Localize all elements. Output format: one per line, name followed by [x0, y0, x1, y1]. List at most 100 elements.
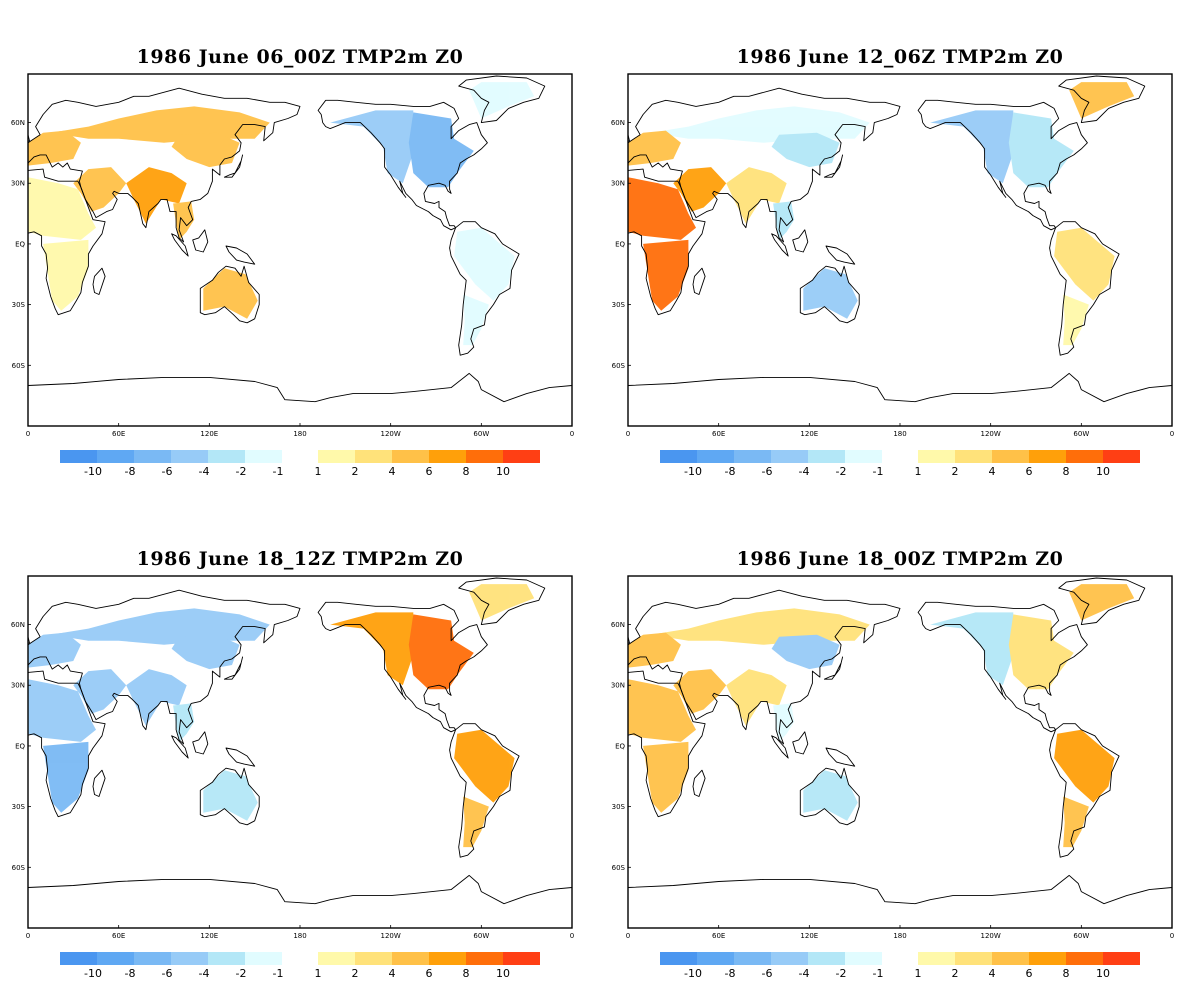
coastline-africa [28, 670, 106, 818]
panel-title: 1986 June 18_12Z TMP2m Z0 [136, 548, 464, 570]
anomaly-region-north-america-west [930, 612, 1014, 686]
anomaly-region-greenland [1069, 82, 1135, 119]
anomaly-region-greenland [469, 584, 535, 621]
colorbar-label: 1 [315, 465, 322, 478]
colorbar-swatch [1066, 450, 1103, 463]
anomaly-fill-layer [628, 82, 1135, 346]
coastline-madagascar [692, 769, 706, 797]
colorbar-swatch [318, 952, 355, 965]
panel-2: 1986 June 18_12Z TMP2m Z0 60N 30N EQ 30S 60S… [0, 502, 600, 1002]
colorbar-swatch [697, 952, 734, 965]
lat-label: 30N [611, 682, 625, 690]
colorbar-label: -8 [725, 967, 736, 980]
anomaly-region-north-america-west [330, 612, 414, 686]
colorbar-swatch [466, 450, 503, 463]
lat-label: 30S [612, 803, 626, 811]
panel-title: 1986 June 06_00Z TMP2m Z0 [136, 46, 464, 68]
colorbar-label: -10 [684, 465, 702, 478]
colorbar-label: 2 [352, 465, 359, 478]
lat-label: 60N [611, 621, 625, 629]
coastline-antarctica [28, 372, 572, 426]
lat-label: 30S [12, 301, 26, 309]
colorbar-label: -6 [162, 967, 173, 980]
colorbar-label: -10 [84, 967, 102, 980]
anomaly-region-north-america-west [930, 110, 1014, 184]
anomaly-map: 60N 30N EQ 30S 60S 0 60E 120E 180 120W 60W 0 -10 -8 -6… [11, 73, 574, 478]
coastline-australia [199, 767, 260, 826]
colorbar-swatch [97, 450, 134, 463]
colorbar-label: 2 [352, 967, 359, 980]
colorbar-swatch [1029, 952, 1066, 965]
colorbar-label: 8 [463, 465, 470, 478]
colorbar-swatch [771, 952, 808, 965]
lon-label: 0 [570, 430, 574, 438]
lat-label: 30S [612, 301, 626, 309]
coastline-antarctica [628, 372, 1172, 426]
colorbar-label: 6 [1026, 967, 1033, 980]
coastline-newguinea [825, 747, 856, 767]
lon-label: 0 [26, 932, 30, 940]
colorbar-swatch [660, 450, 697, 463]
anomaly-map: 60N 30N EQ 30S 60S 0 60E 120E 180 120W 60W 0 -10 -8 -6… [611, 575, 1174, 980]
anomaly-region-eurasia-east [171, 132, 240, 168]
colorbar-label: 1 [315, 967, 322, 980]
anomaly-region-southeast-asia [173, 201, 195, 240]
lat-label: 30N [11, 180, 25, 188]
colorbar-swatch [992, 450, 1029, 463]
colorbar-swatch [318, 450, 355, 463]
colorbar: -10 -8 -6 -4 -2 -1 1 2 4 6 8 10 [60, 952, 540, 980]
lon-label: 120W [981, 932, 1001, 940]
panel-3: 1986 June 18_00Z TMP2m Z0 60N 30N EQ 30S 60S… [600, 502, 1200, 1002]
colorbar-label: 4 [989, 465, 996, 478]
anomaly-region-eurasia-east [771, 132, 840, 168]
colorbar-swatch [503, 450, 540, 463]
coastline-borneo [792, 731, 809, 755]
colorbar-swatch [660, 952, 697, 965]
coastline-northamerica [317, 99, 488, 231]
coastline-africa [628, 670, 706, 818]
colorbar-swatch [697, 450, 734, 463]
anomaly-region-south-america-south [463, 796, 489, 848]
lat-label: EQ [615, 240, 625, 248]
lon-label: 60W [473, 430, 489, 438]
anomaly-region-southeast-asia [773, 201, 795, 240]
panel-title: 1986 June 12_06Z TMP2m Z0 [736, 46, 1064, 68]
coastline-australia [799, 767, 860, 826]
anomaly-region-africa-north [628, 177, 696, 240]
colorbar-label: 6 [426, 967, 433, 980]
lon-label: 120W [981, 430, 1001, 438]
anomaly-region-south-asia [126, 669, 187, 726]
colorbar-swatch [392, 450, 429, 463]
colorbar-label: 10 [1096, 967, 1110, 980]
colorbar-swatch [771, 450, 808, 463]
anomaly-region-eurasia-east [771, 634, 840, 670]
anomaly-region-southeast-asia [173, 703, 195, 742]
coastline-japan [823, 154, 844, 178]
anomaly-region-south-america-south [463, 294, 489, 346]
coastline-sumatra [171, 735, 189, 759]
colorbar-label: -6 [762, 967, 773, 980]
coastline-southamerica [1049, 723, 1120, 858]
colorbar-swatch [734, 450, 771, 463]
coastline-layer [28, 75, 572, 426]
colorbar-label: 4 [989, 967, 996, 980]
colorbar-swatch [208, 952, 245, 965]
colorbar-swatch [355, 450, 392, 463]
lon-label: 60W [1073, 932, 1089, 940]
lat-label: 60N [11, 119, 25, 127]
colorbar-swatch [955, 450, 992, 463]
colorbar-swatch [845, 952, 882, 965]
anomaly-region-north-america-east [408, 112, 474, 188]
coastline-northamerica [917, 601, 1088, 733]
colorbar-label: 4 [389, 967, 396, 980]
colorbar-label: 8 [1063, 465, 1070, 478]
coastline-antarctica [628, 874, 1172, 928]
colorbar-swatch [171, 450, 208, 463]
lat-label: 60N [611, 119, 625, 127]
colorbar-label: -8 [125, 967, 136, 980]
coastline-uk [628, 635, 630, 644]
colorbar-label: 6 [1026, 465, 1033, 478]
panel-title: 1986 June 18_00Z TMP2m Z0 [736, 548, 1064, 570]
coastline-uk [28, 133, 30, 142]
colorbar-swatch [734, 952, 771, 965]
